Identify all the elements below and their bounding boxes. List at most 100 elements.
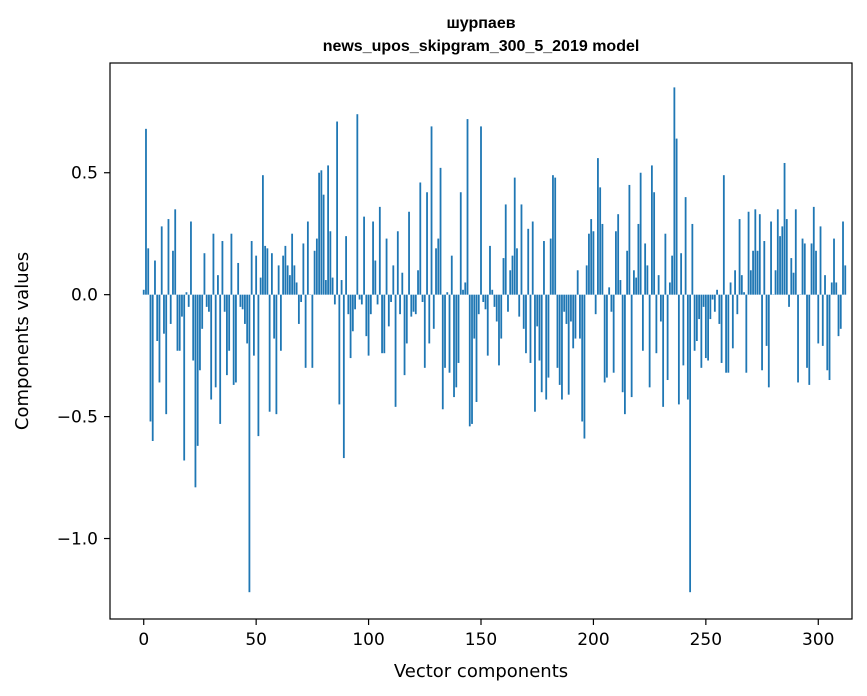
bar [392,265,395,295]
bar [844,265,847,295]
bar [396,231,399,295]
bar [574,294,577,339]
bar [516,248,518,295]
bar [412,294,415,312]
bar [729,282,732,295]
bar [311,294,314,368]
bar [421,294,424,302]
bar [828,294,831,381]
chart-subtitle: news_upos_skipgram_300_5_2019 model [323,38,640,55]
bar [489,245,491,295]
bar [154,260,156,295]
bar [484,294,487,310]
bar [495,294,498,322]
bar [284,245,287,295]
bar [453,294,455,398]
bar [774,270,777,295]
bar [390,294,392,302]
bar [666,294,669,381]
bar [630,294,633,398]
bar [365,294,368,337]
bar [810,243,813,295]
bar [583,294,586,439]
bar [327,165,329,295]
bar [572,294,575,349]
bar [790,258,793,295]
bar [244,294,246,324]
bar [372,221,374,295]
y-tick-label: 0.0 [71,286,98,306]
bar [381,294,383,354]
bar [455,294,458,388]
bar [190,221,192,295]
bar [770,221,772,295]
bar [806,294,808,368]
bar [621,294,624,393]
bar [257,294,260,437]
bar [232,294,235,385]
bar [608,287,611,295]
bar [482,294,485,302]
bar [639,172,642,295]
bar [235,294,237,383]
bar [837,294,840,337]
bar [783,162,786,295]
bar [734,270,736,295]
bar [668,282,671,295]
bar [743,292,745,295]
bar [713,294,716,312]
bar [464,282,467,295]
bar [628,184,631,295]
bar [817,294,820,344]
bar [624,294,626,415]
bar [808,294,811,385]
bar [549,238,552,295]
bar [459,192,462,295]
bar [356,114,359,295]
bar [248,294,251,593]
bar [185,292,188,295]
bar [210,294,213,400]
bar [556,294,559,368]
bar [241,294,244,310]
bar [369,294,372,315]
bar [509,270,512,295]
bar [221,241,224,295]
bar [279,294,282,351]
bar [617,214,620,295]
bar [610,294,613,312]
bar [181,294,183,317]
x-tick-label: 150 [465,630,497,650]
bar [659,294,662,322]
bar [641,294,644,351]
bar [720,294,723,363]
bar [212,233,215,295]
bar [275,294,278,415]
bar [441,294,444,410]
bar [650,165,653,295]
bar [158,294,161,383]
bar [839,294,842,329]
bar [214,294,217,388]
bar [444,294,446,368]
bar [196,294,199,446]
bar [538,294,541,361]
y-tick-label: −1.0 [57,530,98,550]
bar [747,211,750,295]
bar [322,194,325,295]
bar [277,265,280,295]
bar [655,294,658,354]
bar [219,294,222,424]
bar [504,204,507,295]
bar [824,275,826,295]
bar [707,294,709,361]
bar [259,277,262,295]
bar [262,175,264,295]
bar [480,126,482,295]
bar [426,192,428,295]
bar [644,243,647,295]
bar [686,294,689,400]
bar [545,294,548,400]
bar [552,175,554,295]
